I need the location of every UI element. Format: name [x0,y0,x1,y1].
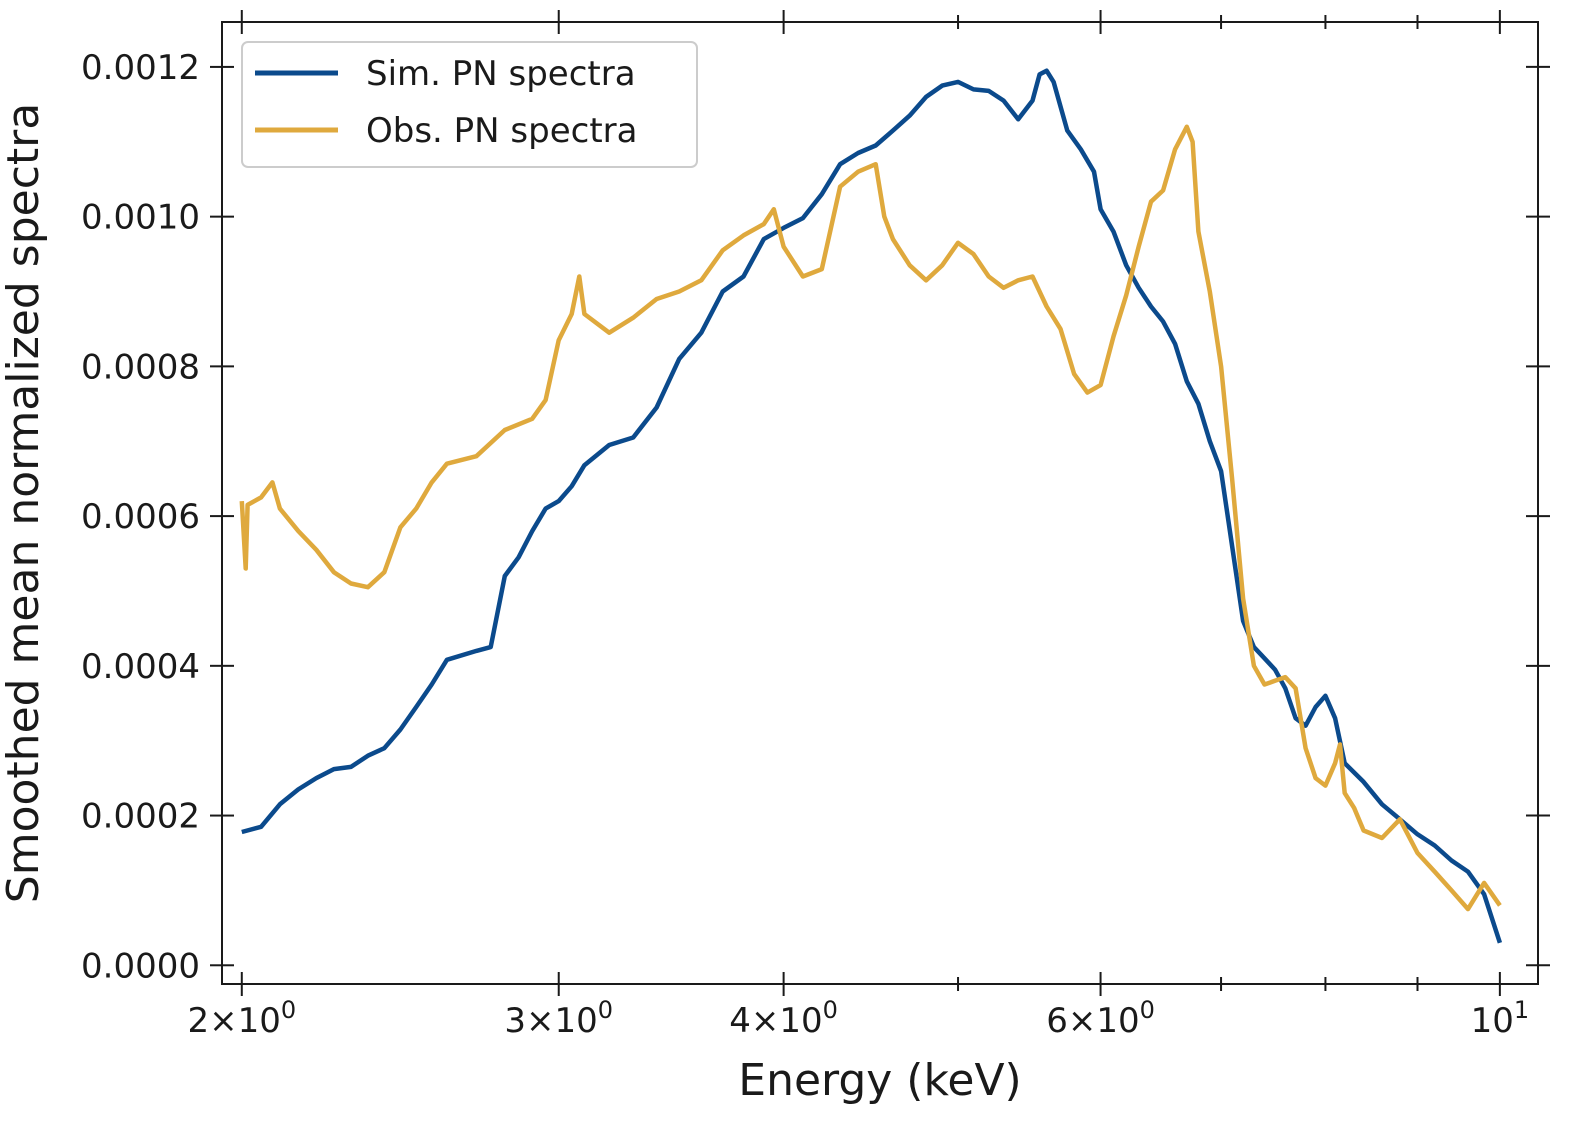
y-tick-label: 0.0002 [81,797,200,837]
x-tick-label: 4×100 [729,996,838,1041]
x-tick-label: 2×100 [187,996,296,1041]
y-tick-label: 0.0008 [81,347,200,387]
legend-label: Sim. PN spectra [366,54,636,94]
legend: Sim. PN spectra Obs. PN spectra [241,41,698,168]
y-tick-label: 0.0010 [81,198,200,238]
y-tick-label: 0.0004 [81,647,200,687]
legend-box [241,41,698,168]
x-tick-label: 6×100 [1046,996,1155,1041]
series-line-obs [239,124,1502,912]
axis-ticks: 0.0000 0.0002 0.0004 0.0006 0.0008 0.0010 0.00… [81,10,1550,1041]
y-tick-label: 0.0006 [81,497,200,537]
y-tick-label: 0.0012 [81,48,200,88]
series-line-sim [241,68,1503,944]
series-layer [239,68,1503,944]
x-tick-label: 3×100 [504,996,613,1041]
y-axis-title: Smoothed mean normalized spectra [0,103,49,903]
x-tick-label: 101 [1471,996,1530,1041]
y-tick-label: 0.0000 [81,946,200,986]
x-axis-title: Energy (keV) [738,1055,1021,1106]
legend-label: Obs. PN spectra [366,111,637,151]
